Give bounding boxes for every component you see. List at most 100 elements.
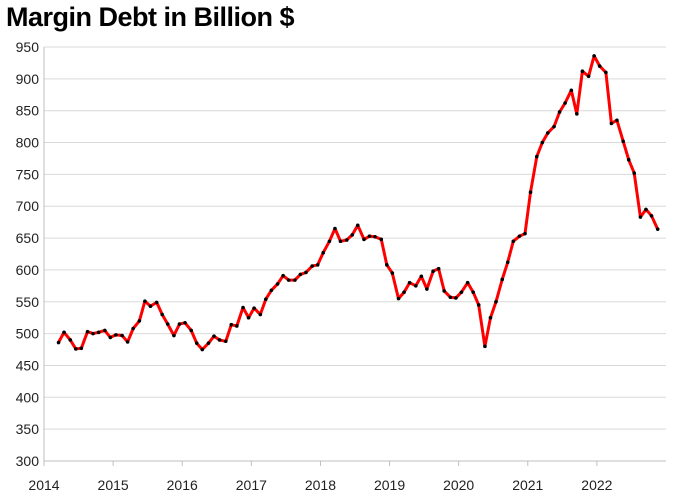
x-tick-label-2018: 2018 [305,477,336,493]
data-point [229,322,234,327]
data-point [580,69,585,74]
data-point [563,101,567,105]
data-point [286,278,291,282]
data-point [160,312,164,317]
y-tick-label-950: 950 [16,39,40,55]
data-point [355,223,360,228]
chart-title: Margin Debt in Billion $ [6,2,295,32]
data-point [223,339,228,344]
data-point [569,88,574,93]
series-line-layer [57,54,660,351]
x-tick-label-2015: 2015 [98,477,129,493]
data-point [327,239,332,244]
data-point [517,234,522,238]
data-point [165,322,170,326]
data-point [96,330,101,335]
data-point [212,334,216,338]
data-point [177,322,182,326]
data-point [62,330,66,335]
data-point [120,333,124,338]
data-point-markers [56,54,660,352]
data-point [315,263,320,267]
data-point [246,315,251,320]
data-point [454,296,458,300]
data-point [321,250,326,255]
y-tick-label-750: 750 [16,166,40,182]
data-point [344,238,349,242]
data-point [148,304,153,309]
data-point [476,303,481,307]
y-tick-label-650: 650 [16,230,40,246]
data-point [384,263,389,267]
data-point [615,118,619,123]
data-point [552,124,556,129]
data-point [373,235,377,239]
y-tick-label-800: 800 [16,135,40,151]
y-tick-label-500: 500 [16,326,40,342]
data-point [131,326,135,331]
data-point [604,70,608,75]
data-point [379,237,384,242]
data-point [500,277,505,282]
x-tick-label-2020: 2020 [443,477,474,493]
data-point [436,266,441,271]
data-point [252,306,256,310]
y-axis-tick-labels: 300 350 400 450 500 550 600 650 700 750 800 850 900 9… [16,39,40,469]
data-point [293,278,297,282]
data-point [465,280,470,285]
data-point [419,274,424,279]
x-tick-label-2016: 2016 [167,477,198,493]
data-point [367,234,372,238]
data-point [586,74,591,79]
data-point [597,64,602,68]
data-point [407,280,412,285]
data-point [362,237,366,242]
data-point [350,233,355,237]
data-point [298,272,303,277]
gridlines [44,46,666,430]
data-point [402,290,406,295]
data-point [592,54,596,58]
y-tick-label-900: 900 [16,71,40,87]
data-point [488,315,493,320]
x-tick-label-2014: 2014 [28,477,59,493]
y-tick-label-350: 350 [16,421,40,437]
data-point [523,231,527,236]
data-point [494,299,498,304]
data-point [483,344,487,349]
data-point [304,270,308,275]
data-point [575,112,579,116]
data-point [333,226,337,231]
x-tick-label-2021: 2021 [512,477,543,493]
data-point [644,207,648,212]
data-point [258,312,263,317]
data-point [390,271,395,275]
data-point [281,273,285,278]
x-tick-label-2017: 2017 [236,477,267,493]
data-point [91,331,95,336]
data-point [235,324,239,328]
data-point [649,213,654,218]
series-line-0 [57,54,660,351]
y-tick-label-850: 850 [16,103,40,119]
data-point [425,287,429,291]
y-tick-label-600: 600 [16,262,40,278]
data-point [626,157,631,162]
data-point [621,139,625,144]
data-point [638,215,643,219]
data-point [194,341,199,345]
data-point [189,328,194,333]
data-point [528,190,533,195]
data-point [241,305,245,310]
data-point [540,140,545,145]
data-point [79,346,84,351]
y-tick-label-550: 550 [16,294,40,310]
data-point [459,290,464,295]
data-point [125,340,130,344]
data-point [103,328,107,333]
y-tick-label-300: 300 [16,453,40,469]
data-point [143,299,147,303]
data-point [200,347,205,352]
data-point [338,239,343,244]
data-point [275,282,280,286]
